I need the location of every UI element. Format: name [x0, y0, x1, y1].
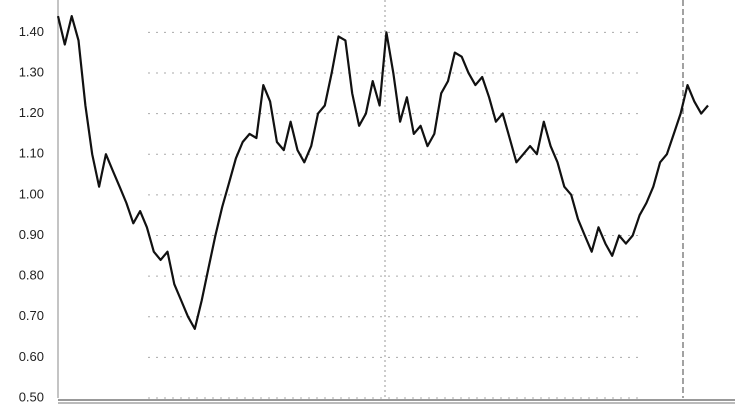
y-tick-label: 0.50 — [19, 389, 44, 404]
y-tick-label: 1.00 — [19, 186, 44, 201]
y-tick-label: 1.20 — [19, 105, 44, 120]
y-tick-label: 0.80 — [19, 268, 44, 283]
y-tick-label: 0.90 — [19, 227, 44, 242]
y-tick-label: 0.70 — [19, 308, 44, 323]
y-tick-label: 1.30 — [19, 64, 44, 79]
y-tick-label: 1.10 — [19, 146, 44, 161]
y-tick-label: 1.40 — [19, 24, 44, 39]
y-tick-label: 0.60 — [19, 349, 44, 364]
line — [56, 15, 709, 330]
